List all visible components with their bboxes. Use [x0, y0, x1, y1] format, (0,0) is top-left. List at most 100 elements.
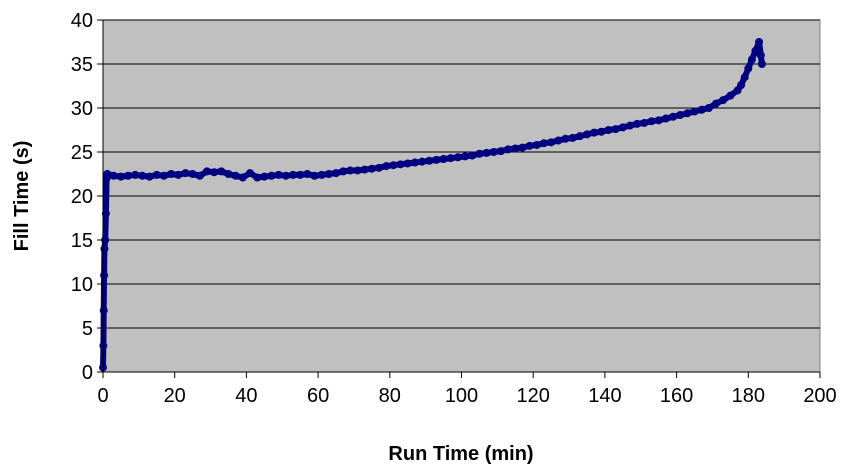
- y-tick-label: 30: [71, 98, 93, 120]
- data-point: [446, 154, 455, 163]
- data-point: [353, 166, 362, 175]
- data-point: [518, 143, 527, 152]
- x-tick-label: 60: [307, 385, 329, 407]
- data-point: [152, 170, 161, 179]
- data-point: [167, 170, 176, 178]
- data-point: [317, 170, 326, 179]
- y-tick-label: 40: [71, 10, 93, 32]
- data-point: [744, 64, 753, 73]
- data-point: [124, 171, 133, 180]
- data-point: [604, 126, 613, 134]
- data-point: [690, 107, 699, 116]
- data-point: [611, 125, 620, 134]
- data-point: [289, 170, 298, 179]
- data-point: [439, 155, 448, 164]
- data-point: [303, 170, 312, 178]
- data-point: [625, 121, 634, 130]
- data-point: [496, 147, 505, 156]
- data-point: [260, 172, 269, 181]
- data-point: [202, 167, 211, 176]
- x-tick-label: 180: [732, 385, 765, 407]
- y-axis-title: Fill Time (s): [11, 141, 33, 252]
- data-point: [547, 138, 556, 147]
- data-point: [138, 171, 147, 180]
- data-point: [116, 172, 125, 181]
- data-point: [751, 46, 760, 55]
- data-point: [339, 167, 348, 176]
- y-tick-labels: 0 5 10 15 20 25 30 35 40: [71, 10, 93, 384]
- x-tick-label: 0: [97, 385, 108, 407]
- data-point: [238, 173, 247, 182]
- data-point: [181, 169, 190, 178]
- data-point: [346, 166, 355, 175]
- data-point: [389, 161, 398, 170]
- data-point: [274, 170, 283, 179]
- data-point: [253, 173, 262, 182]
- data-point: [453, 153, 462, 162]
- data-point: [410, 158, 419, 167]
- data-point: [489, 148, 498, 156]
- data-point: [224, 170, 233, 178]
- data-point: [396, 160, 405, 169]
- data-point: [109, 171, 118, 180]
- data-point: [231, 171, 240, 180]
- x-tick-label: 80: [379, 385, 401, 407]
- x-axis-title: Run Time (min): [388, 443, 533, 465]
- data-point: [188, 170, 197, 178]
- x-tick-label: 140: [588, 385, 621, 407]
- data-point: [210, 168, 219, 177]
- data-point: [633, 119, 642, 128]
- y-tick-label: 5: [82, 318, 93, 340]
- data-point: [554, 136, 563, 145]
- data-point: [332, 169, 341, 178]
- data-point: [755, 38, 764, 46]
- data-point: [676, 111, 685, 120]
- data-point: [482, 148, 491, 157]
- data-point: [174, 170, 183, 179]
- data-point: [740, 73, 749, 82]
- x-tick-label: 100: [445, 385, 478, 407]
- data-point: [100, 244, 109, 253]
- data-point: [418, 157, 427, 166]
- x-tick-labels: 0 20 40 60 80 100 120 140 160 180 200: [97, 385, 836, 407]
- data-point: [669, 112, 678, 121]
- y-tick-label: 35: [71, 54, 93, 76]
- data-point: [475, 149, 484, 158]
- data-point: [101, 209, 110, 218]
- data-point: [504, 145, 513, 154]
- x-tick-label: 20: [164, 385, 186, 407]
- data-point: [382, 162, 391, 171]
- data-point: [683, 109, 692, 118]
- data-point: [737, 81, 746, 90]
- data-point: [245, 169, 254, 178]
- data-point: [296, 170, 305, 179]
- data-point: [590, 128, 599, 137]
- data-point: [103, 170, 112, 178]
- y-tick-label: 25: [71, 142, 93, 164]
- data-point: [468, 151, 477, 160]
- data-point: [310, 171, 319, 180]
- data-point: [281, 171, 290, 180]
- data-point: [747, 55, 756, 64]
- data-point: [582, 130, 591, 139]
- x-tick-label: 120: [517, 385, 550, 407]
- data-point: [195, 171, 204, 180]
- data-point: [360, 165, 369, 174]
- data-point: [100, 271, 109, 280]
- data-point: [756, 51, 765, 60]
- data-point: [561, 134, 570, 143]
- data-point: [647, 117, 656, 126]
- data-point: [324, 170, 333, 178]
- data-point: [568, 133, 577, 142]
- data-point: [375, 163, 384, 172]
- y-tick-label: 15: [71, 230, 93, 252]
- data-point: [145, 172, 154, 181]
- x-tick-label: 40: [235, 385, 257, 407]
- data-point: [712, 99, 721, 108]
- data-point: [640, 118, 649, 127]
- data-point: [704, 104, 713, 112]
- y-tick-label: 10: [71, 274, 93, 296]
- data-point: [597, 127, 606, 136]
- data-point: [719, 96, 728, 105]
